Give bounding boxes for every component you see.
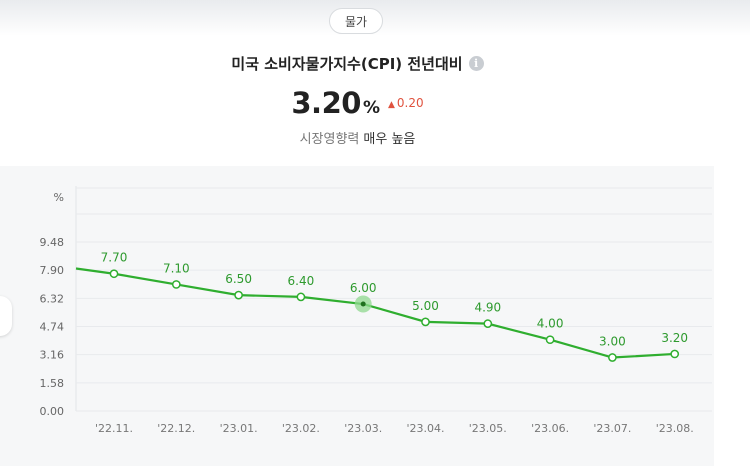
data-labels: 7.70 7.10 6.50 6.40 6.00 5.00 4.90 4.00 3.00 3.20 bbox=[101, 251, 688, 349]
x-tick-label: '23.04. bbox=[406, 422, 444, 435]
x-tick-label: '22.11. bbox=[95, 422, 133, 435]
market-influence-value: 매우 높음 bbox=[363, 132, 416, 147]
data-label: 6.50 bbox=[225, 272, 252, 286]
y-tick-label: 1.58 bbox=[40, 377, 65, 390]
data-label: 6.00 bbox=[350, 281, 377, 295]
data-point bbox=[109, 269, 119, 279]
data-point bbox=[545, 335, 555, 345]
data-label: 6.40 bbox=[288, 274, 315, 288]
data-point bbox=[670, 349, 680, 359]
highlighted-data-point bbox=[360, 301, 366, 307]
x-tick-label: '23.02. bbox=[282, 422, 320, 435]
data-label: 4.00 bbox=[537, 317, 564, 331]
indicator-title-row: 미국 소비자물가지수(CPI) 전년대비 i bbox=[0, 53, 715, 74]
data-point bbox=[483, 319, 493, 328]
x-tick-label: '23.05. bbox=[469, 422, 507, 435]
current-value-unit: % bbox=[362, 98, 380, 118]
y-tick-label: 3.16 bbox=[40, 349, 65, 362]
y-axis-ticks: 0.00 1.58 3.16 4.74 6.32 7.90 9.48 bbox=[40, 236, 65, 418]
category-chip[interactable]: 물가 bbox=[329, 8, 383, 34]
y-tick-label: 7.90 bbox=[40, 264, 65, 277]
x-tick-label: '23.06. bbox=[531, 422, 569, 435]
market-influence-label: 시장영향력 bbox=[299, 132, 360, 147]
data-point bbox=[421, 317, 430, 327]
grid-lines bbox=[75, 186, 712, 412]
data-label: 3.00 bbox=[599, 335, 626, 349]
y-tick-label: 4.74 bbox=[40, 321, 65, 334]
x-tick-label: '23.03. bbox=[344, 422, 382, 435]
info-icon[interactable]: i bbox=[468, 56, 484, 71]
data-point bbox=[234, 290, 243, 300]
delta-up-arrow-icon: ▲ bbox=[387, 100, 395, 110]
data-point bbox=[608, 353, 617, 362]
data-point bbox=[171, 280, 181, 289]
data-label: 3.20 bbox=[661, 331, 688, 345]
x-tick-label: '23.07. bbox=[593, 422, 631, 435]
data-points bbox=[109, 269, 680, 362]
x-tick-label: '23.01. bbox=[220, 422, 258, 435]
y-axis-unit-label: % bbox=[54, 191, 64, 204]
x-tick-label: '22.12. bbox=[157, 422, 195, 435]
current-value: 3.20 bbox=[291, 86, 361, 120]
data-label: 4.90 bbox=[474, 301, 501, 315]
delta-change: ▲ 0.20 bbox=[388, 96, 424, 110]
chart-prev-handle[interactable] bbox=[0, 296, 12, 336]
y-tick-label: 9.48 bbox=[40, 236, 65, 249]
indicator-title: 미국 소비자물가지수(CPI) 전년대비 bbox=[231, 55, 463, 73]
y-tick-label: 6.32 bbox=[40, 292, 65, 305]
y-tick-label: 0.00 bbox=[40, 405, 65, 418]
chart-panel bbox=[0, 166, 714, 466]
current-value-row: 3.20% ▲ 0.20 bbox=[0, 86, 715, 120]
data-label: 7.70 bbox=[101, 251, 128, 265]
x-axis-ticks: '22.11. '22.12. '23.01. '23.02. '23.03. '23.0… bbox=[95, 422, 694, 435]
data-label: 7.10 bbox=[163, 261, 190, 275]
data-label: 5.00 bbox=[412, 299, 439, 313]
market-influence-row: 시장영향력 매우 높음 bbox=[0, 128, 715, 147]
x-tick-label: '23.08. bbox=[656, 422, 694, 435]
delta-value: 0.20 bbox=[396, 96, 424, 110]
data-point bbox=[296, 292, 306, 302]
